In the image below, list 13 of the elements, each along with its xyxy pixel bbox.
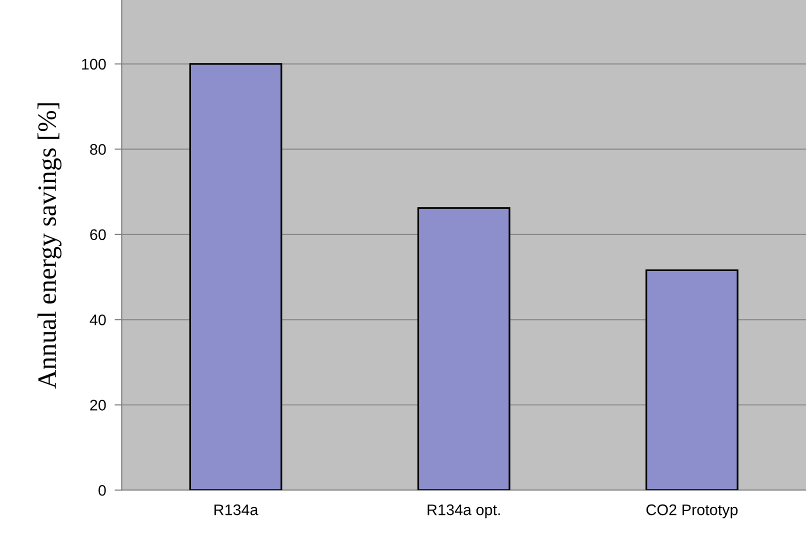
y-tick-label: 80 xyxy=(90,144,106,155)
bar xyxy=(189,63,282,490)
y-tick-label: 60 xyxy=(90,229,106,240)
y-tick-label: 100 xyxy=(82,58,106,70)
y-tick-label: 0 xyxy=(98,484,106,496)
x-tick-label: R134a opt. xyxy=(428,504,500,518)
bar xyxy=(417,207,510,490)
x-tick-label: CO2 Prototyp xyxy=(646,504,738,518)
y-tick-label: 20 xyxy=(90,400,106,411)
x-tick-label: R134a xyxy=(214,504,258,516)
y-axis-title: Annual energy savings [%] xyxy=(37,103,62,389)
y-tick-label: 40 xyxy=(90,314,106,326)
bar xyxy=(645,269,738,490)
